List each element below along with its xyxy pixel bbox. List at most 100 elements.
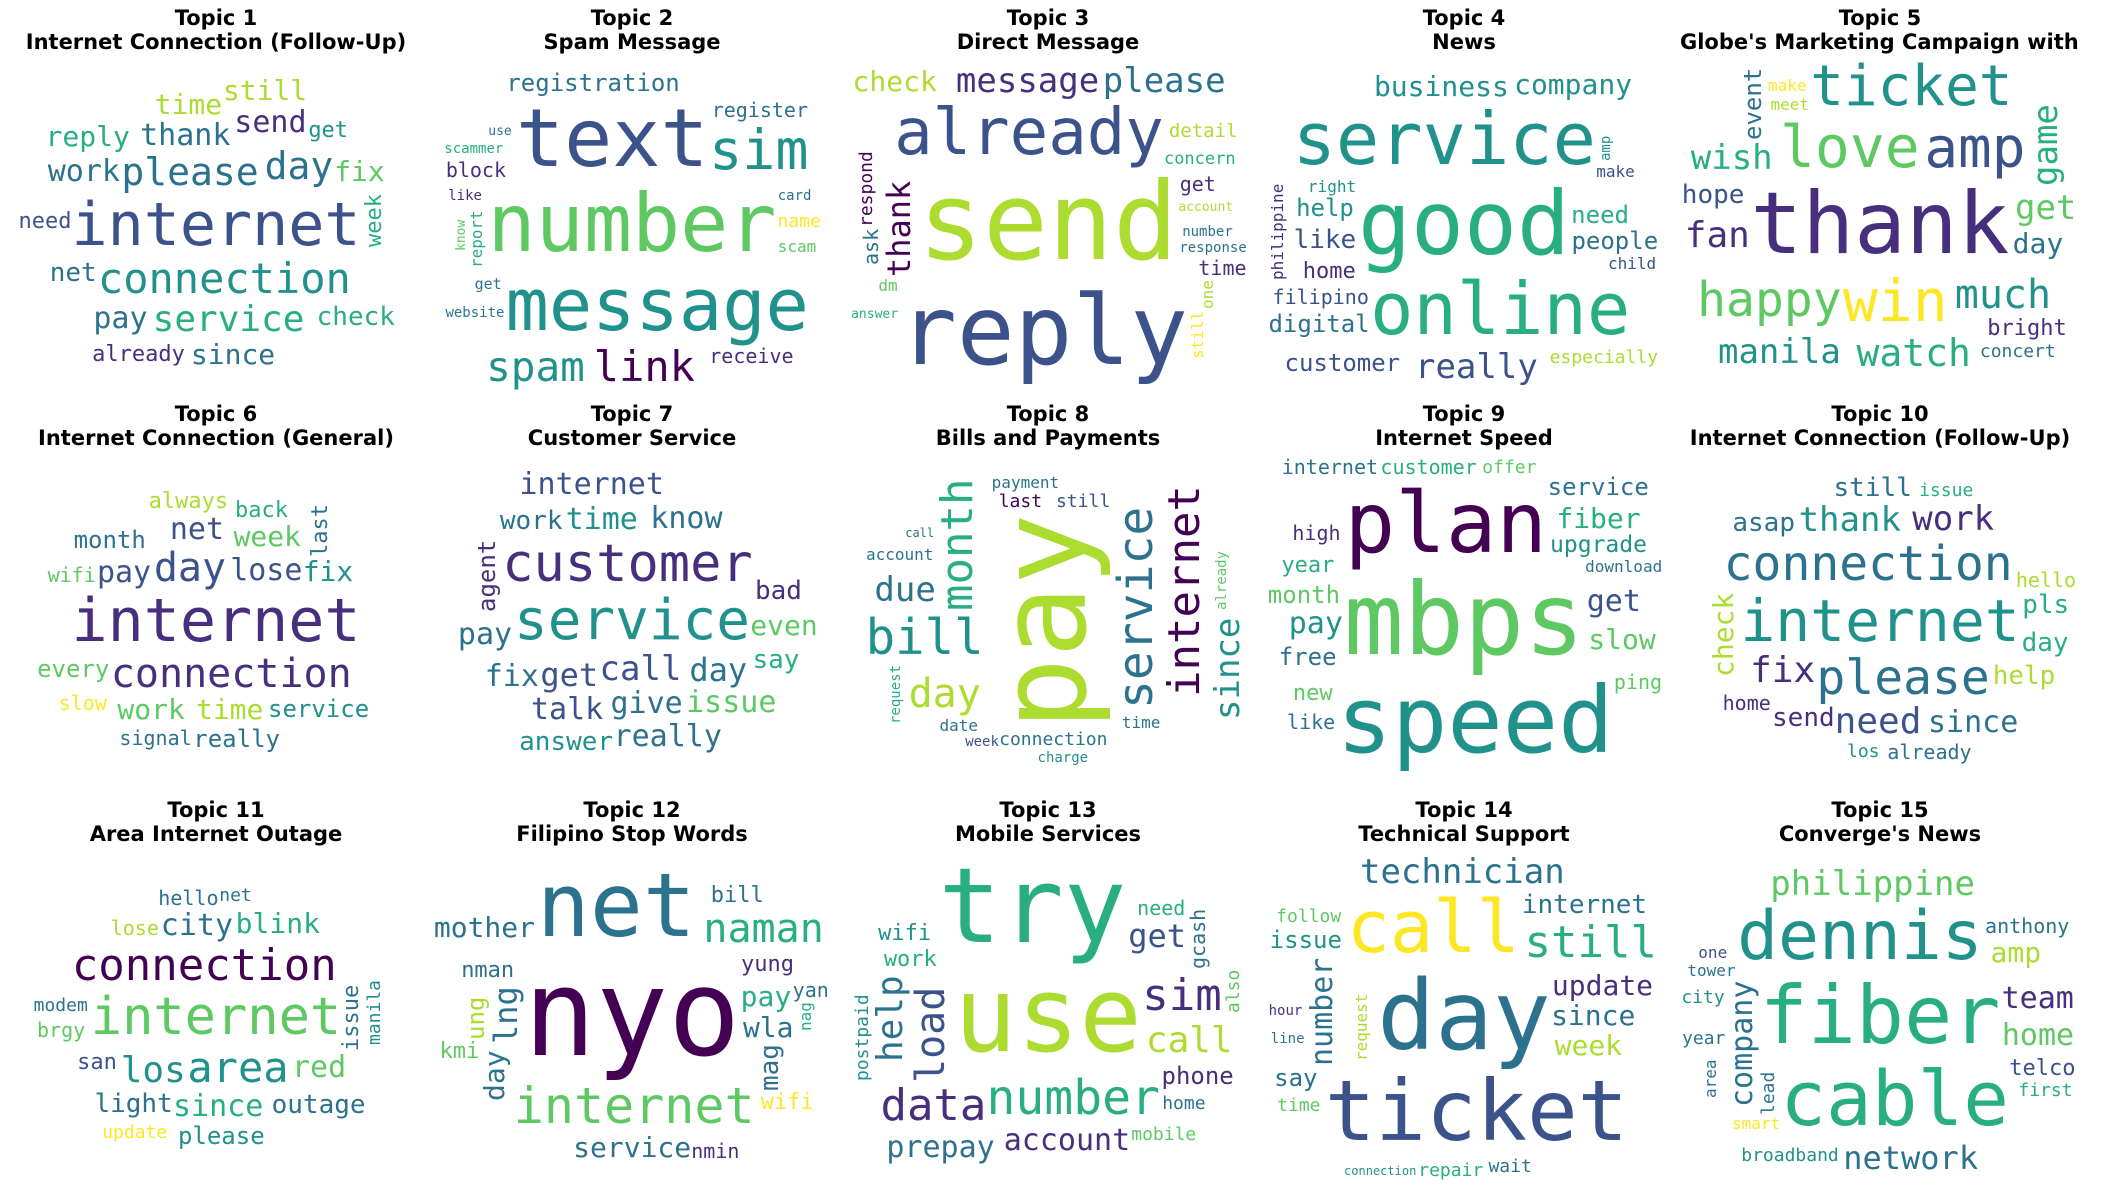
cloud-word: issue	[1269, 926, 1342, 955]
topic-name: Bills and Payments	[935, 426, 1161, 450]
cloud-word: really	[1414, 347, 1538, 388]
topic-name: Area Internet Outage	[89, 822, 343, 846]
cloud-word: talk	[530, 691, 604, 727]
cloud-word: los	[120, 1050, 186, 1092]
cloud-word: fiber	[1556, 501, 1641, 535]
cloud-word: work	[1912, 499, 1995, 540]
cloud-word: area	[1701, 1059, 1721, 1099]
topic-heading: Topic 13	[999, 798, 1097, 822]
cloud-word: home	[1162, 1092, 1206, 1114]
word-cloud: pay bill service month internet day due since co…	[848, 454, 1248, 790]
cloud-word: also	[1223, 970, 1245, 1014]
topic-heading: Topic 8	[1006, 402, 1090, 426]
cloud-word: watch	[1856, 330, 1971, 375]
topic-panel-12: Topic 12 Filipino Stop Words nyo net interne…	[432, 798, 832, 1190]
cloud-word: signal	[119, 725, 192, 750]
word-cloud: fiber cable dennis philippine network team com…	[1680, 850, 2080, 1186]
cloud-word: answer	[519, 727, 614, 758]
word-cloud: use try number data sim load call help get accoun…	[848, 850, 1248, 1186]
cloud-word: hello	[158, 885, 219, 910]
cloud-word: day	[2012, 227, 2064, 261]
topic-panel-2: Topic 2 Spam Message number text message sim l…	[432, 6, 832, 398]
cloud-word: week	[1554, 1028, 1623, 1062]
cloud-word: scam	[777, 237, 817, 257]
topic-title-1: Topic 1 Internet Connection (Follow-Up)	[16, 6, 416, 54]
topic-title-15: Topic 15 Converge's News	[1680, 798, 2080, 846]
cloud-word: manila	[1717, 332, 1841, 373]
topic-title-2: Topic 2 Spam Message	[432, 6, 832, 54]
cloud-word: hello	[2015, 567, 2077, 592]
cloud-word: fiber	[1759, 969, 2001, 1062]
topic-name: Globe's Marketing Campaign with a Celebr…	[1680, 30, 2080, 54]
topic-title-12: Topic 12 Filipino Stop Words	[432, 798, 832, 846]
cloud-word: already	[1213, 551, 1230, 611]
cloud-word: request	[1351, 993, 1371, 1062]
cloud-word: philippine	[1770, 863, 1975, 904]
cloud-word: kmi	[439, 1039, 480, 1065]
cloud-word: connection	[97, 253, 351, 303]
cloud-word: know	[453, 219, 469, 252]
cloud-word: day	[264, 143, 334, 188]
cloud-word: technician	[1359, 851, 1565, 892]
topic-name: Filipino Stop Words	[516, 822, 748, 846]
cloud-word: thank	[140, 118, 231, 154]
cloud-word: home	[1302, 259, 1356, 285]
cloud-word: wait	[1488, 1156, 1532, 1178]
cloud-word: asap	[1732, 508, 1795, 539]
cloud-word: send	[1772, 703, 1835, 734]
cloud-word: month	[931, 478, 983, 611]
cloud-word: number	[1304, 957, 1340, 1066]
cloud-word: lose	[230, 552, 303, 588]
cloud-word: really	[613, 718, 722, 754]
cloud-word: free	[1278, 643, 1337, 672]
cloud-word: modem	[33, 995, 88, 1017]
cloud-word: since	[1551, 998, 1636, 1032]
cloud-word: last	[998, 490, 1043, 512]
cloud-word: update	[1551, 969, 1654, 1003]
cloud-word: time	[565, 501, 638, 537]
cloud-word: yan	[792, 978, 829, 1003]
topic-panel-14: Topic 14 Technical Support day ticket call st…	[1264, 798, 1664, 1190]
cloud-word: text	[515, 91, 709, 185]
cloud-word: check	[316, 301, 395, 332]
cloud-word: broadband	[1741, 1144, 1839, 1166]
cloud-word: since	[1207, 617, 1248, 720]
cloud-word: request	[888, 664, 905, 724]
word-cloud: internet connection please day service thank s…	[16, 58, 416, 394]
cloud-word: work	[117, 692, 185, 726]
cloud-word: number	[1182, 224, 1233, 241]
cloud-word: one	[1197, 279, 1217, 309]
topic-panel-11: Topic 11 Area Internet Outage internet conn…	[16, 798, 416, 1190]
cloud-word: need	[1834, 701, 1922, 743]
cloud-word: net	[49, 257, 97, 288]
cloud-word: mag	[754, 1044, 785, 1092]
cloud-word: link	[593, 342, 695, 392]
cloud-word: call	[599, 649, 682, 690]
cloud-word: slow	[1588, 623, 1656, 657]
cloud-word: get	[540, 656, 599, 695]
cloud-word: love	[1779, 113, 1920, 182]
cloud-word: ung	[461, 996, 490, 1041]
word-cloud: number text message sim link spam registration…	[432, 58, 832, 394]
cloud-word: nag	[796, 1001, 816, 1031]
cloud-word: nmin	[691, 1138, 740, 1163]
topic-heading: Topic 4	[1422, 6, 1506, 30]
cloud-word: pay	[1288, 605, 1343, 641]
cloud-word: one	[1698, 943, 1728, 963]
cloud-word: time	[1121, 712, 1161, 732]
cloud-word: month	[73, 526, 146, 555]
topic-title-7: Topic 7 Customer Service	[432, 402, 832, 450]
cloud-word: area	[187, 1043, 289, 1093]
cloud-word: always	[148, 488, 229, 514]
word-cloud: mbps speed plan upgrade pay get fiber slow month…	[1264, 454, 1664, 790]
cloud-word: report	[466, 209, 486, 268]
cloud-word: meet	[1770, 95, 1809, 115]
topic-title-9: Topic 9 Internet Speed	[1264, 402, 1664, 450]
cloud-word: number	[487, 177, 777, 270]
cloud-word: ticket	[1810, 54, 2013, 120]
cloud-word: phone	[1161, 1062, 1234, 1091]
cloud-word: net	[169, 512, 225, 548]
cloud-word: mother	[433, 911, 536, 945]
cloud-word: card	[777, 188, 812, 205]
